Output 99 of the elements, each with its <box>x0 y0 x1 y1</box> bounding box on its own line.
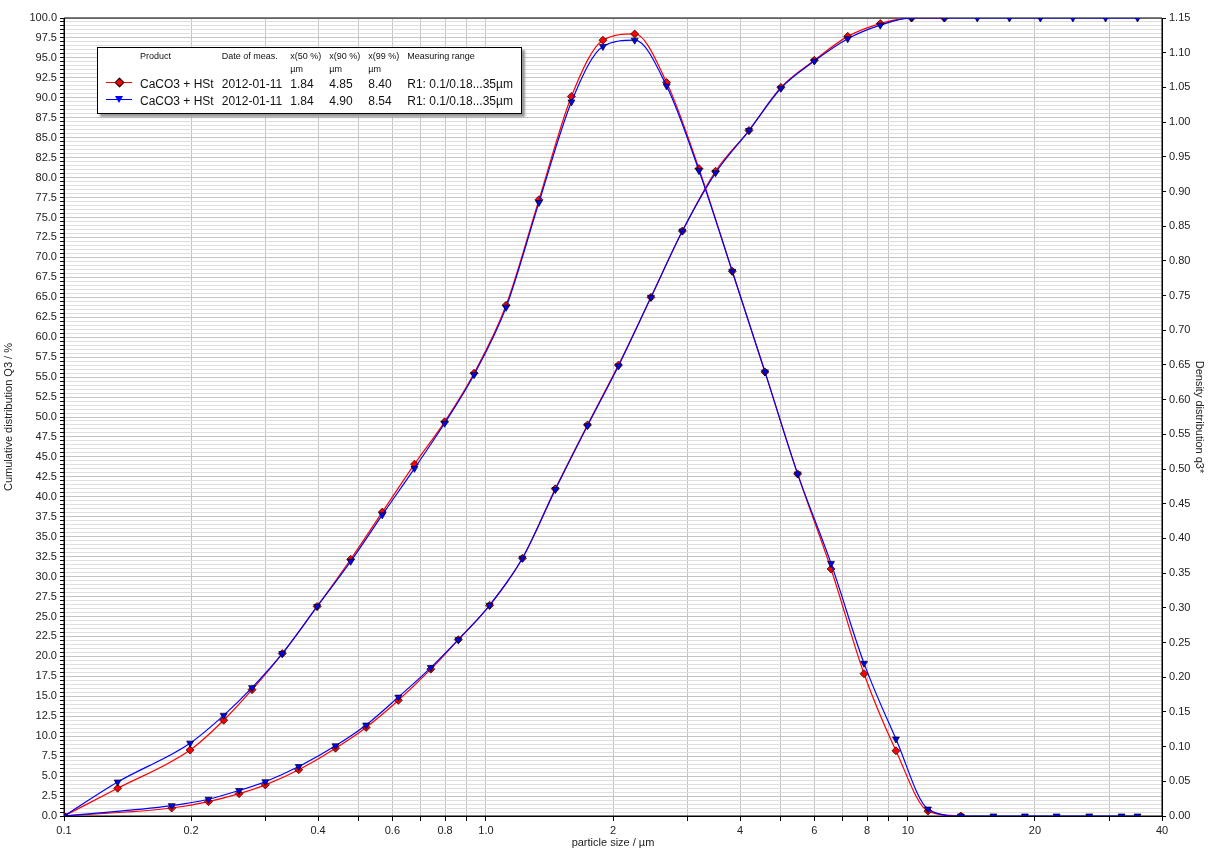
y-tick-label: 5.0 <box>41 769 57 782</box>
annotation: 2012-01-11 <box>220 93 284 110</box>
y2-tick-label: 0.50 <box>1169 462 1191 475</box>
y-tick-label: 85.0 <box>35 130 57 143</box>
y-tick-label: 80.0 <box>35 170 57 183</box>
y2-tick-label: 0.25 <box>1169 635 1191 648</box>
y2-tick-label: 1.15 <box>1169 11 1191 24</box>
y2-tick-label: 0.30 <box>1169 600 1191 613</box>
x-tick-label: 0.2 <box>183 823 199 836</box>
y2-tick-label: 0.95 <box>1169 149 1191 162</box>
y2-tick-label: 0.15 <box>1169 704 1191 717</box>
y-tick-label: 87.5 <box>35 110 57 123</box>
annotation: R1: 0.1/0.18...35µm <box>406 76 514 93</box>
y-tick-label: 100.0 <box>29 11 57 24</box>
x-tick-label: 0.6 <box>384 823 401 836</box>
y2-tick-label: 0.85 <box>1169 219 1191 232</box>
y-tick-label: 15.0 <box>35 689 57 702</box>
annotation: Measuring range <box>406 50 476 63</box>
legend-label: CaCO3 + HSt <box>139 93 215 110</box>
y-tick-label: 27.5 <box>35 589 57 602</box>
y-tick-label: 37.5 <box>35 509 57 522</box>
y-tick-label: 12.5 <box>35 709 57 722</box>
x-tick-label: 0.1 <box>56 823 72 836</box>
y-tick-label: 95.0 <box>35 50 57 63</box>
y2-tick-label: 0.20 <box>1169 670 1191 683</box>
y-tick-label: 90.0 <box>35 90 57 103</box>
y-tick-label: 47.5 <box>35 429 57 442</box>
y2-tick-label: 0.35 <box>1169 566 1191 579</box>
y2-tick-label: 0.65 <box>1169 357 1191 370</box>
y-tick-label: 65.0 <box>35 290 57 303</box>
y-tick-label: 42.5 <box>35 469 57 482</box>
y-tick-label: 72.5 <box>35 230 57 243</box>
x-tick-label: 40 <box>1155 823 1169 836</box>
x-tick-label: 0.8 <box>437 823 453 836</box>
y-tick-label: 40.0 <box>35 489 57 502</box>
annotation: 1.84 <box>289 76 315 93</box>
y-tick-label: 75.0 <box>35 210 57 223</box>
y-tick-label: 32.5 <box>35 549 57 562</box>
y-tick-label: 67.5 <box>35 270 57 283</box>
x-tick-label: 6 <box>811 823 818 836</box>
y2-tick-label: 1.10 <box>1169 45 1191 58</box>
y2-tick-label: 0.90 <box>1169 184 1191 197</box>
annotation: 4.85 <box>328 76 354 93</box>
y-tick-label: 97.5 <box>35 30 57 43</box>
annotation: 4.90 <box>328 93 354 110</box>
x-tick-label: 4 <box>736 823 744 836</box>
x-tick-label: 20 <box>1028 823 1042 836</box>
y-tick-label: 50.0 <box>35 410 57 423</box>
annotation: 1.84 <box>289 93 315 110</box>
y-axis-title: Cumulative distribution Q3 / % <box>1 342 14 491</box>
x-axis-title: particle size / µm <box>571 836 655 849</box>
y2-tick-label: 0.45 <box>1169 496 1191 509</box>
y-tick-label: 22.5 <box>35 629 57 642</box>
annotation: Date of meas. <box>220 50 279 63</box>
y2-tick-label: 0.10 <box>1169 739 1191 752</box>
y2-axis-title: Density distribution q3* <box>1194 360 1207 474</box>
y-tick-label: 45.0 <box>35 449 57 462</box>
annotation: x(90 %) µm <box>328 50 362 76</box>
annotation: R1: 0.1/0.18...35µm <box>406 93 514 110</box>
y2-tick-label: 0.75 <box>1169 288 1191 301</box>
annotation: Product <box>139 50 173 63</box>
y2-tick-label: 1.00 <box>1169 115 1191 128</box>
y-tick-label: 25.0 <box>35 609 57 622</box>
y2-tick-label: 0.55 <box>1169 427 1191 440</box>
annotation: 8.40 <box>367 76 393 93</box>
y2-tick-label: 0.70 <box>1169 323 1191 336</box>
y-tick-label: 35.0 <box>35 529 57 542</box>
y-tick-label: 82.5 <box>35 150 57 163</box>
y-tick-label: 2.5 <box>41 789 57 802</box>
annotation: x(99 %) µm <box>367 50 401 76</box>
y2-tick-label: 0.05 <box>1169 774 1191 787</box>
y-tick-label: 0.0 <box>41 809 57 822</box>
y2-tick-label: 0.60 <box>1169 392 1191 405</box>
y2-tick-label: 0.00 <box>1169 809 1191 822</box>
y-tick-label: 7.5 <box>41 749 57 762</box>
y2-tick-label: 1.05 <box>1169 80 1191 93</box>
annotation: x(50 %) µm <box>289 50 323 76</box>
x-tick-label: 1.0 <box>478 823 494 836</box>
y-tick-label: 70.0 <box>35 250 57 263</box>
y-tick-label: 60.0 <box>35 330 57 343</box>
x-tick-label: 10 <box>901 823 915 836</box>
y-tick-label: 52.5 <box>35 390 57 403</box>
y-tick-label: 57.5 <box>35 350 57 363</box>
legend-label: CaCO3 + HSt <box>139 76 215 93</box>
y-tick-label: 30.0 <box>35 569 57 582</box>
x-tick-label: 8 <box>863 823 871 836</box>
annotation: 8.54 <box>367 93 393 110</box>
y-tick-label: 77.5 <box>35 190 57 203</box>
y-tick-label: 20.0 <box>35 649 57 662</box>
y-tick-label: 92.5 <box>35 70 57 83</box>
y-tick-label: 10.0 <box>35 729 57 742</box>
y-tick-label: 62.5 <box>35 310 57 323</box>
x-tick-label: 0.4 <box>310 823 326 836</box>
y-tick-label: 55.0 <box>35 370 57 383</box>
annotation: 2012-01-11 <box>220 76 284 93</box>
y2-tick-label: 0.80 <box>1169 253 1191 266</box>
y-tick-label: 17.5 <box>35 669 57 682</box>
y2-tick-label: 0.40 <box>1169 531 1191 544</box>
x-tick-label: 2 <box>609 823 617 836</box>
